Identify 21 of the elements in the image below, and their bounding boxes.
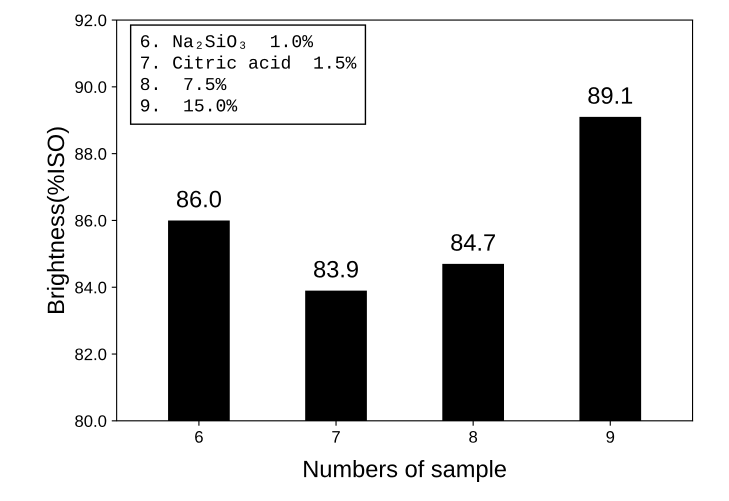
- data-label: 83.9: [314, 260, 358, 278]
- x-tick-label: 6: [195, 431, 203, 443]
- y-tick-label: 92.0: [75, 14, 106, 26]
- annotation: 9. 15.0%: [140, 99, 238, 112]
- y-tick-label: 86.0: [75, 214, 106, 227]
- x-axis-title: Numbers of sample: [304, 460, 506, 482]
- annotation: 6. Na₂SiO₃ 1.0%: [141, 34, 314, 49]
- annotation: 7. Citric acid 1.5%: [141, 55, 356, 69]
- y-tick-label: 90.0: [75, 81, 106, 94]
- y-tick-label: 82.0: [75, 348, 106, 360]
- x-tick-label: 7: [332, 431, 340, 443]
- data-label: 86.0: [176, 190, 221, 208]
- y-tick-label: 80.0: [75, 415, 106, 428]
- data-label: 89.1: [588, 87, 632, 104]
- x-tick-label: 9: [606, 431, 614, 443]
- y-tick-label: 88.0: [75, 148, 106, 160]
- annotation: 8. 7.5%: [140, 78, 226, 90]
- data-label: 84.7: [451, 234, 495, 251]
- y-tick-label: 84.0: [75, 282, 106, 294]
- y-axis-title: Brightness(%ISO): [46, 127, 69, 313]
- x-tick-label: 8: [469, 431, 478, 443]
